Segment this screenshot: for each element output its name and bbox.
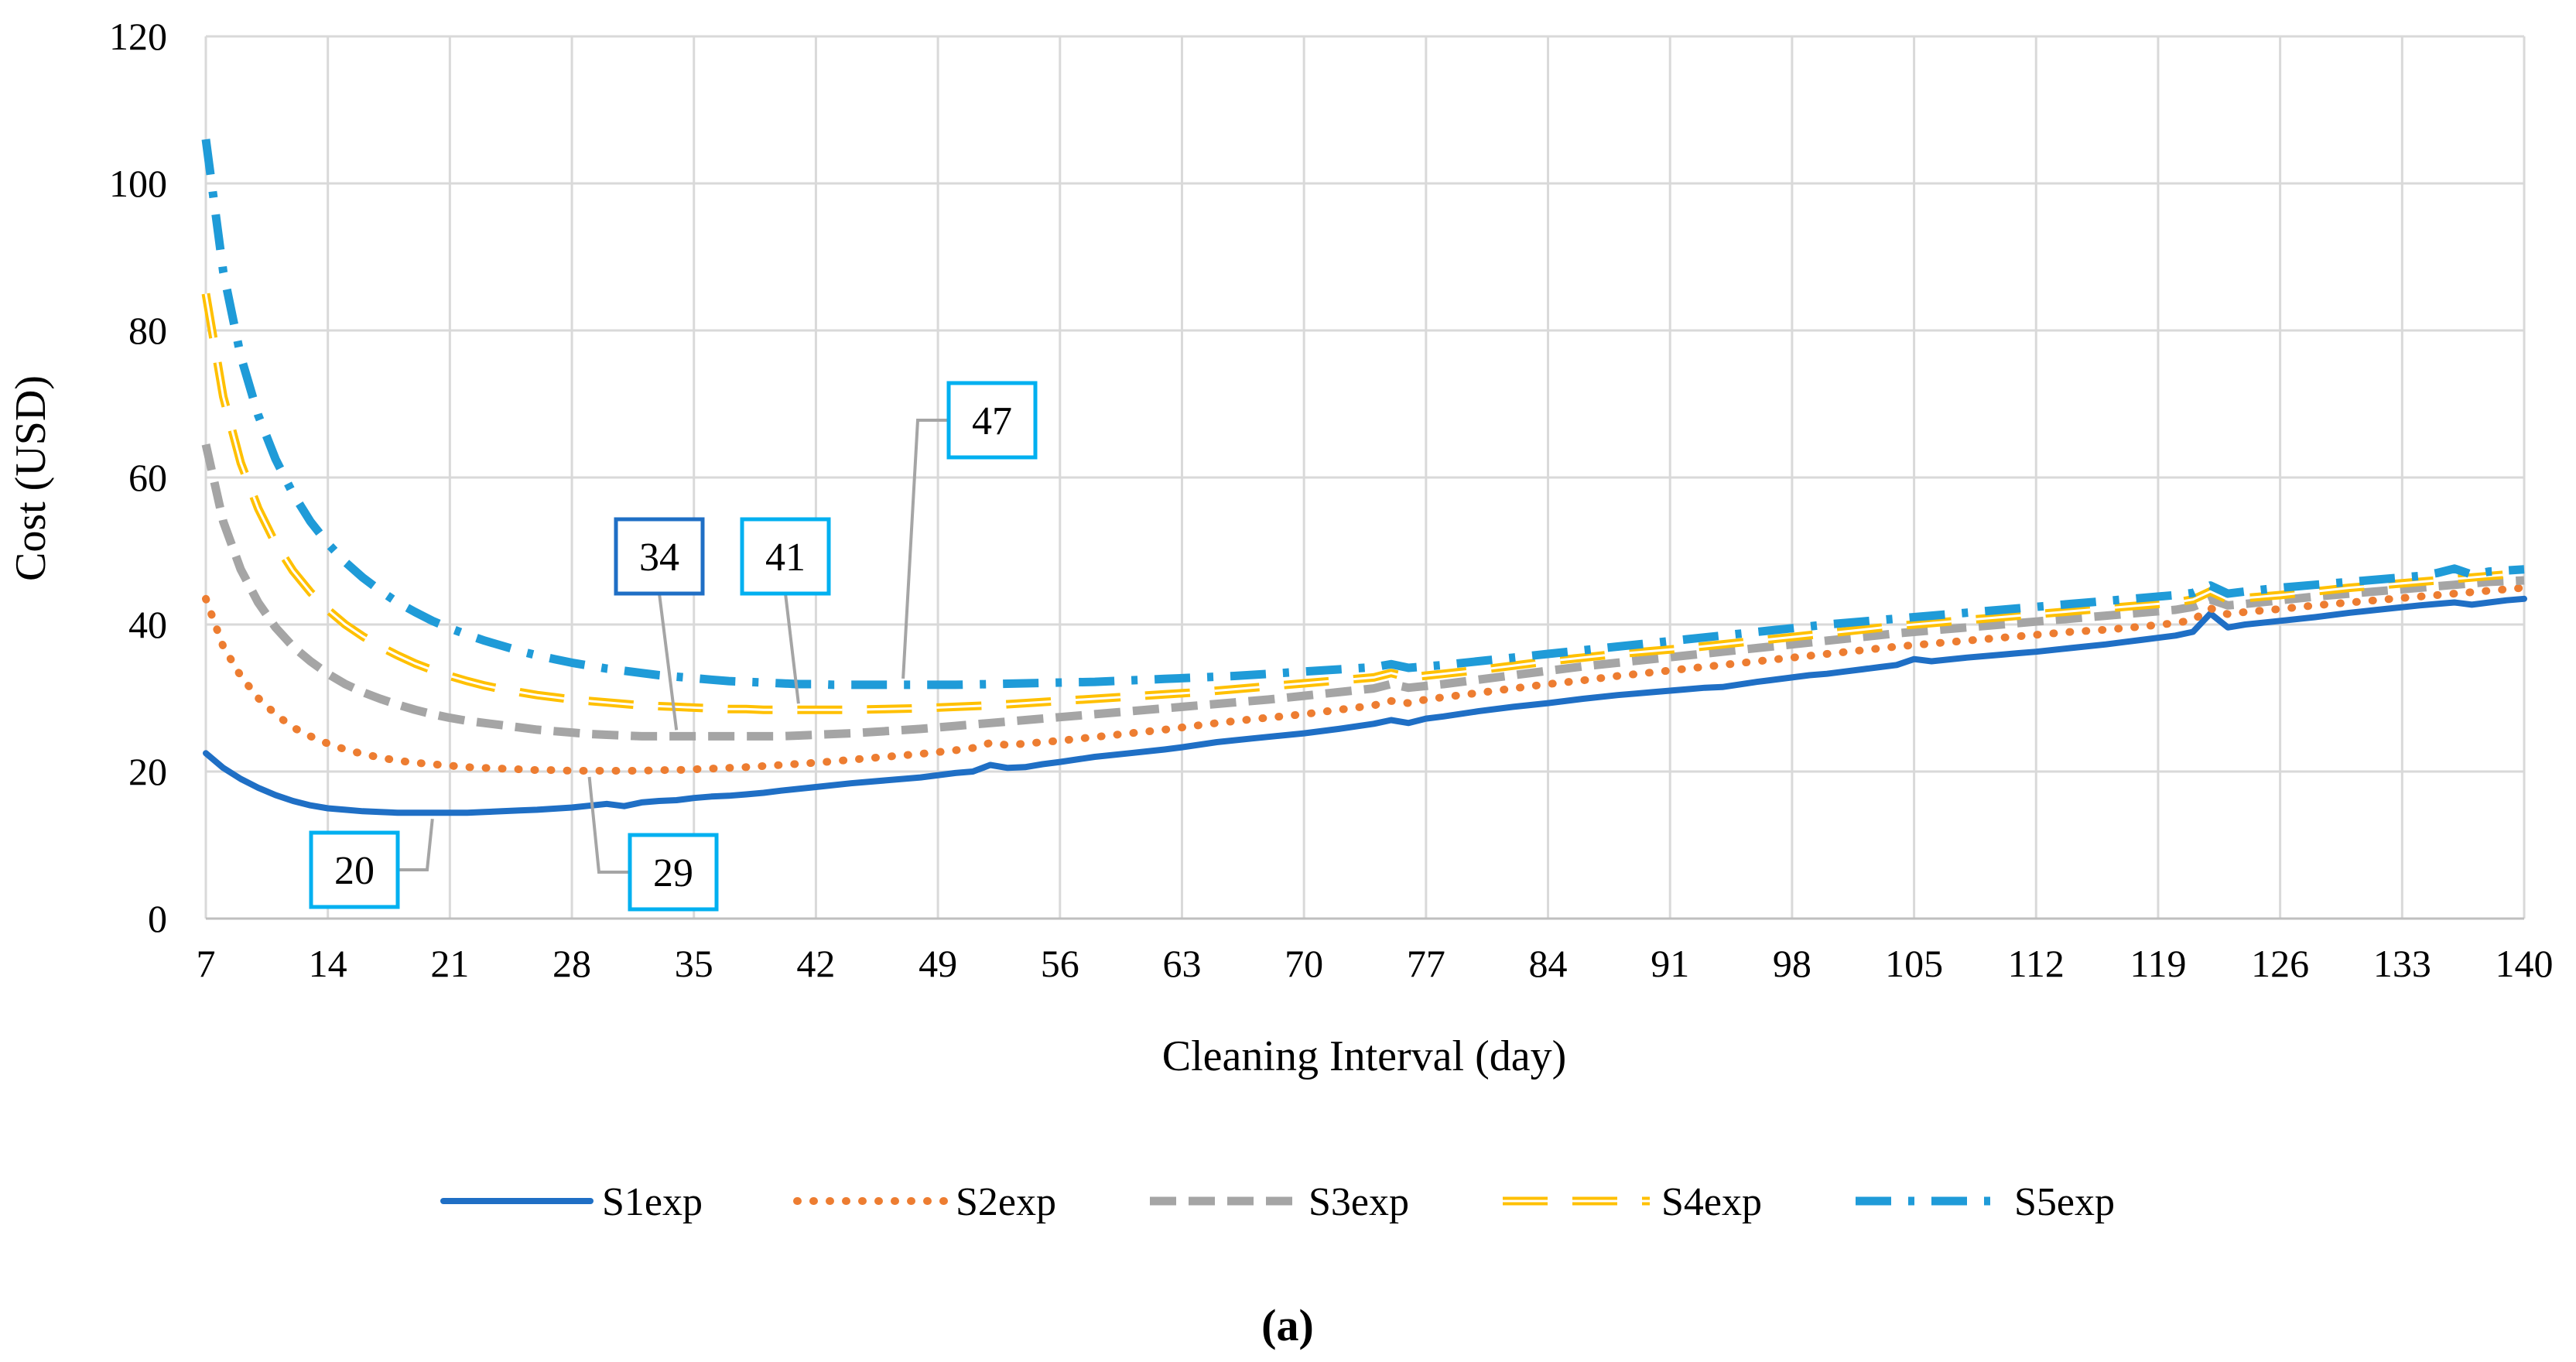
s4exp-series-line <box>201 293 2525 714</box>
s3exp-series-line <box>201 443 2525 741</box>
x-axis-title: Cleaning Interval (day) <box>1162 1032 1566 1080</box>
x-tick-label: 77 <box>1407 942 1445 985</box>
x-tick-label: 133 <box>2373 942 2431 985</box>
x-tick-label: 84 <box>1529 942 1568 985</box>
legend-label: S4exp <box>1661 1180 1762 1224</box>
callout-label: 41 <box>765 536 806 580</box>
x-tick-label: 42 <box>796 942 835 985</box>
legend-label: S1exp <box>602 1180 703 1224</box>
callout-leader <box>784 593 800 704</box>
callout-box <box>740 517 831 596</box>
y-tick-label: 60 <box>128 456 167 499</box>
y-tick-label: 0 <box>148 897 167 940</box>
callout-label: 47 <box>972 399 1012 443</box>
callout-box <box>628 833 719 912</box>
legend-label: S3exp <box>1309 1180 1409 1224</box>
legend-label: S5exp <box>2014 1180 2115 1224</box>
x-tick-label: 14 <box>309 942 347 985</box>
s2exp-series-line <box>202 583 2528 775</box>
y-tick-label: 20 <box>128 750 167 793</box>
x-tick-label: 28 <box>552 942 591 985</box>
y-tick-label: 80 <box>128 309 167 352</box>
callout-label: 34 <box>639 536 679 580</box>
callout-box <box>614 517 705 596</box>
x-tick-label: 56 <box>1041 942 1079 985</box>
s1exp-series-line <box>203 595 2527 816</box>
x-tick-label: 70 <box>1285 942 1323 985</box>
callout-box <box>309 830 400 909</box>
callout-leader <box>398 818 434 871</box>
x-tick-label: 7 <box>197 942 216 985</box>
callout-label: 29 <box>653 851 693 895</box>
x-tick-label: 21 <box>430 942 469 985</box>
series-lines <box>201 139 2528 816</box>
callout-leader <box>901 419 949 679</box>
legend: S1exp S2exp S3exp S4exp S5exp <box>440 1180 2115 1224</box>
x-tick-label: 126 <box>2251 942 2309 985</box>
x-tick-label: 98 <box>1773 942 1811 985</box>
y-tick-label: 100 <box>109 162 167 205</box>
x-tick-label: 91 <box>1651 942 1689 985</box>
axis-ticks: 7 14 21 28 35 42 49 56 63 70 77 84 91 98 105 112 119 126 1… <box>109 15 2554 985</box>
legend-label: S2exp <box>956 1180 1056 1224</box>
callout-leader <box>658 593 679 731</box>
y-tick-label: 40 <box>128 603 167 646</box>
y-axis-title: Cost (USD) <box>7 375 55 581</box>
figure-caption: (a) <box>1261 1300 1314 1350</box>
x-tick-label: 49 <box>919 942 957 985</box>
x-tick-label: 63 <box>1162 942 1201 985</box>
s4exp-series-line-inner <box>204 293 2525 711</box>
callout-leader <box>587 776 630 874</box>
x-tick-label: 105 <box>1885 942 1943 985</box>
grid <box>204 35 2526 920</box>
y-tick-label: 120 <box>109 15 167 58</box>
x-tick-label: 35 <box>675 942 713 985</box>
x-tick-label: 112 <box>2008 942 2065 985</box>
callout-box <box>946 381 1038 460</box>
s5exp-series-line <box>201 139 2525 690</box>
callouts: 20 29 34 41 47 <box>309 381 1038 912</box>
x-tick-label: 140 <box>2496 942 2554 985</box>
x-tick-label: 119 <box>2130 942 2186 985</box>
callout-label: 20 <box>334 849 375 893</box>
